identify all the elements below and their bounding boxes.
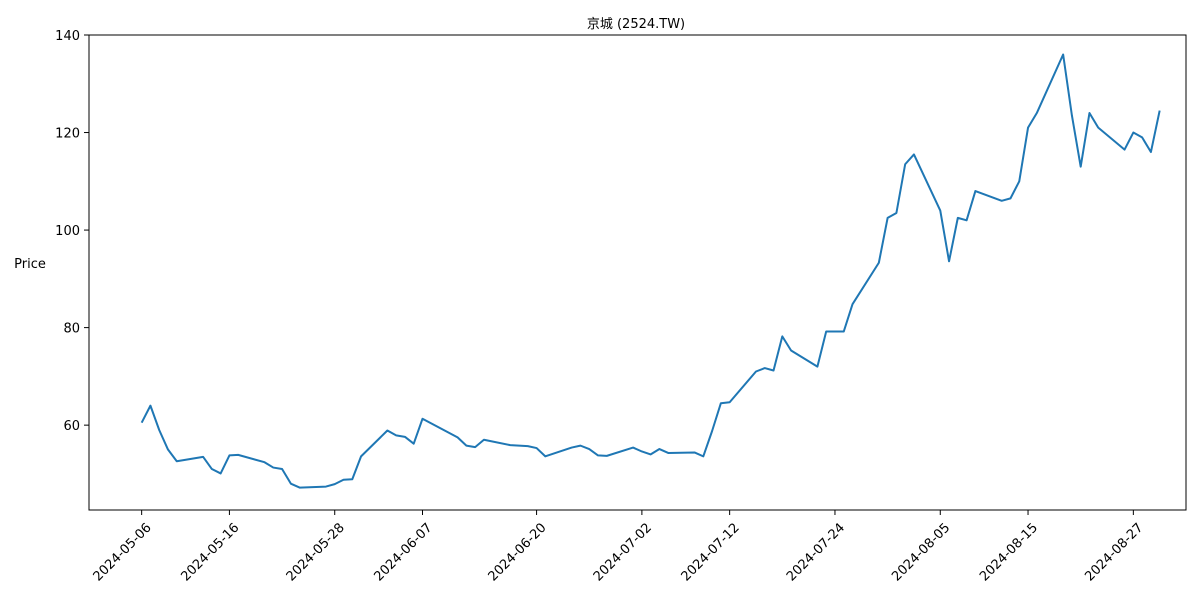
x-tick-label: 2024-08-15 — [977, 520, 1041, 584]
x-tick-label: 2024-06-20 — [486, 520, 550, 584]
x-tick-label: 2024-06-07 — [371, 520, 435, 584]
y-axis: 60 80 100 120 140 — [55, 29, 89, 434]
x-axis: 2024-05-06 2024-05-16 2024-05-28 2024-06-07… — [91, 510, 1146, 584]
x-tick-label: 2024-05-28 — [284, 520, 348, 584]
x-tick-label: 2024-08-27 — [1082, 520, 1146, 584]
x-tick-label: 2024-05-06 — [91, 520, 155, 584]
y-tick-label: 100 — [55, 224, 80, 239]
y-tick-label: 80 — [63, 322, 80, 337]
y-axis-label: Price — [14, 257, 46, 272]
y-tick-label: 60 — [63, 419, 80, 434]
axes-frame — [88, 34, 1187, 511]
y-tick-label: 120 — [55, 127, 80, 142]
price-series-line — [140, 53, 1161, 489]
plot-area — [140, 53, 1161, 489]
x-tick-label: 2024-05-16 — [178, 520, 242, 584]
x-tick-label: 2024-08-05 — [889, 520, 953, 584]
y-tick-label: 140 — [55, 29, 80, 44]
x-tick-label: 2024-07-12 — [679, 520, 743, 584]
chart-title: 京城 (2524.TW) — [587, 17, 685, 32]
x-tick-label: 2024-07-02 — [591, 520, 655, 584]
x-tick-label: 2024-07-24 — [784, 520, 848, 584]
